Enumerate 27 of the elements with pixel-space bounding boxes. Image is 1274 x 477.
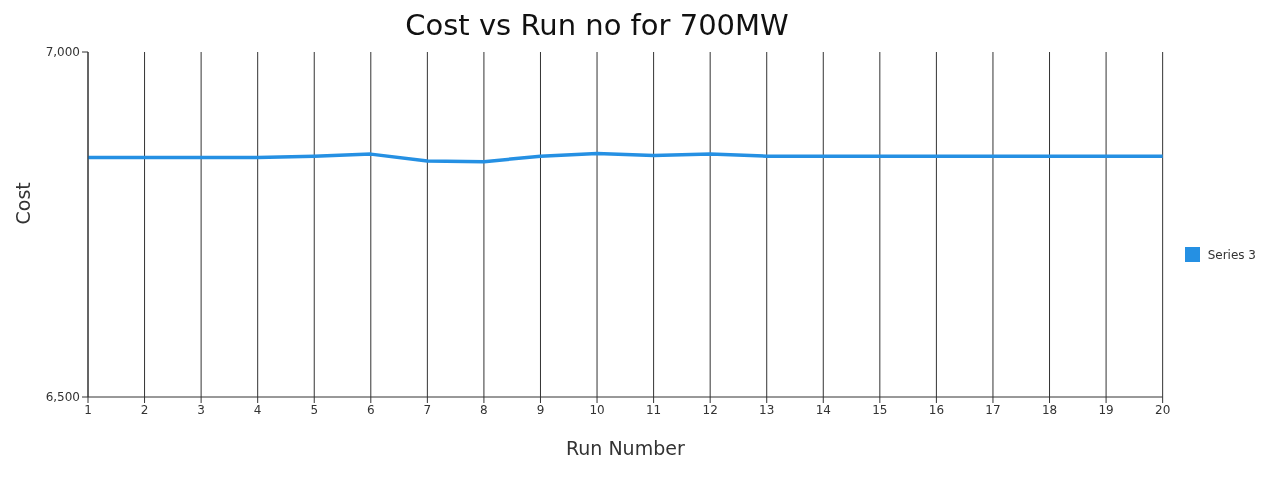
x-tick-label: 16 <box>928 402 945 417</box>
x-tick-label: 17 <box>985 402 1001 417</box>
x-tick-label: 1 <box>84 402 92 417</box>
x-tick-label: 3 <box>197 402 205 417</box>
legend-label: Series 3 <box>1207 247 1256 262</box>
x-tick-label: 5 <box>310 402 319 417</box>
x-tick-label: 12 <box>702 402 718 417</box>
x-tick-label: 11 <box>645 402 662 417</box>
x-tick-label: 2 <box>140 402 149 417</box>
y-tick-label: 7,000 <box>45 45 80 60</box>
x-axis-title: Run Number <box>565 437 685 459</box>
chart-title: Cost vs Run no for 700MW <box>404 8 790 42</box>
x-tick-label: 4 <box>253 402 262 417</box>
x-tick-label: 19 <box>1098 402 1114 417</box>
x-tick-label: 7 <box>423 402 432 417</box>
y-tick-label: 6,500 <box>45 390 80 405</box>
x-tick-label: 6 <box>366 402 375 417</box>
x-tick-label: 13 <box>759 402 775 417</box>
x-tick-label: 20 <box>1155 402 1171 417</box>
y-axis-title: Cost <box>11 182 34 225</box>
x-tick-label: 18 <box>1041 402 1058 417</box>
line-series <box>88 151 1163 164</box>
x-tick-label: 9 <box>536 402 545 417</box>
x-tick-label: 15 <box>872 402 888 417</box>
x-tick-label: 10 <box>589 402 605 417</box>
x-tick-label: 14 <box>815 402 831 417</box>
x-tick-label: 8 <box>480 402 488 417</box>
